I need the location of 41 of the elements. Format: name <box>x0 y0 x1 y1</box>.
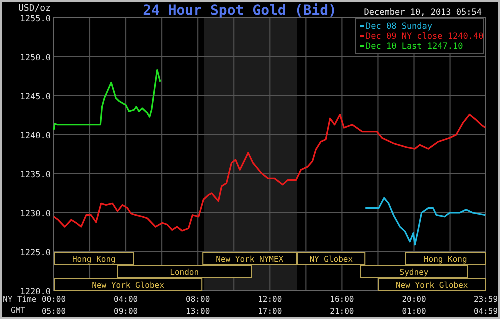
band-label: Hong Kong <box>72 255 116 264</box>
x2-tick-label: 21:00 <box>330 307 354 316</box>
y-tick-label: 1225.0 <box>20 248 51 258</box>
x2-axis-title: GMT <box>11 306 26 315</box>
y-axis-title: USD/oz <box>18 4 51 14</box>
x-tick-label: 20:00 <box>402 295 426 304</box>
chart-title: 24 Hour Spot Gold (Bid) <box>143 3 337 19</box>
legend-label: Dec 09 NY close 1240.40 <box>366 32 484 42</box>
legend-label: Dec 10 Last 1247.10 <box>366 42 464 52</box>
x2-tick-label: 09:00 <box>114 307 138 316</box>
y-tick-label: 1250.0 <box>20 54 51 64</box>
x-tick-label: 12:00 <box>258 295 282 304</box>
line-series <box>53 69 162 132</box>
y-tick-label: 1235.0 <box>20 170 51 180</box>
x2-tick-label: 04:59 <box>474 307 498 316</box>
band-label: New York NYMEX <box>216 255 284 264</box>
band-label: New York Globex <box>92 281 165 290</box>
y-tick-label: 1245.0 <box>20 92 51 102</box>
x-tick-label: 16:00 <box>330 295 354 304</box>
legend-label: Dec 08 Sunday <box>366 22 433 32</box>
x2-tick-label: 01:00 <box>402 307 426 316</box>
x-tick-label: 08:00 <box>186 295 210 304</box>
line-series <box>53 114 486 232</box>
x-tick-label: 04:00 <box>114 295 138 304</box>
x2-tick-label: 13:00 <box>186 307 210 316</box>
band-label: Hong Kong <box>424 255 468 264</box>
x-axis-title: NY Time <box>3 295 37 304</box>
band-label: Sydney <box>400 268 429 277</box>
band-label: New York Globex <box>396 281 468 290</box>
chart-subtitle: December 10, 2013 05:54 <box>364 8 482 18</box>
band-label: London <box>170 268 200 277</box>
band-label: NY Globex <box>310 255 354 264</box>
x-tick-label: 00:00 <box>42 295 66 304</box>
x-tick-label: 23:59 <box>474 295 498 304</box>
y-tick-label: 1220.0 <box>20 288 51 298</box>
line-series <box>364 197 486 246</box>
x2-tick-label: 17:00 <box>258 307 282 316</box>
y-tick-label: 1230.0 <box>20 210 51 220</box>
y-tick-label: 1255.0 <box>20 14 51 24</box>
y-tick-label: 1240.0 <box>20 132 51 142</box>
x2-tick-label: 05:00 <box>42 307 66 316</box>
